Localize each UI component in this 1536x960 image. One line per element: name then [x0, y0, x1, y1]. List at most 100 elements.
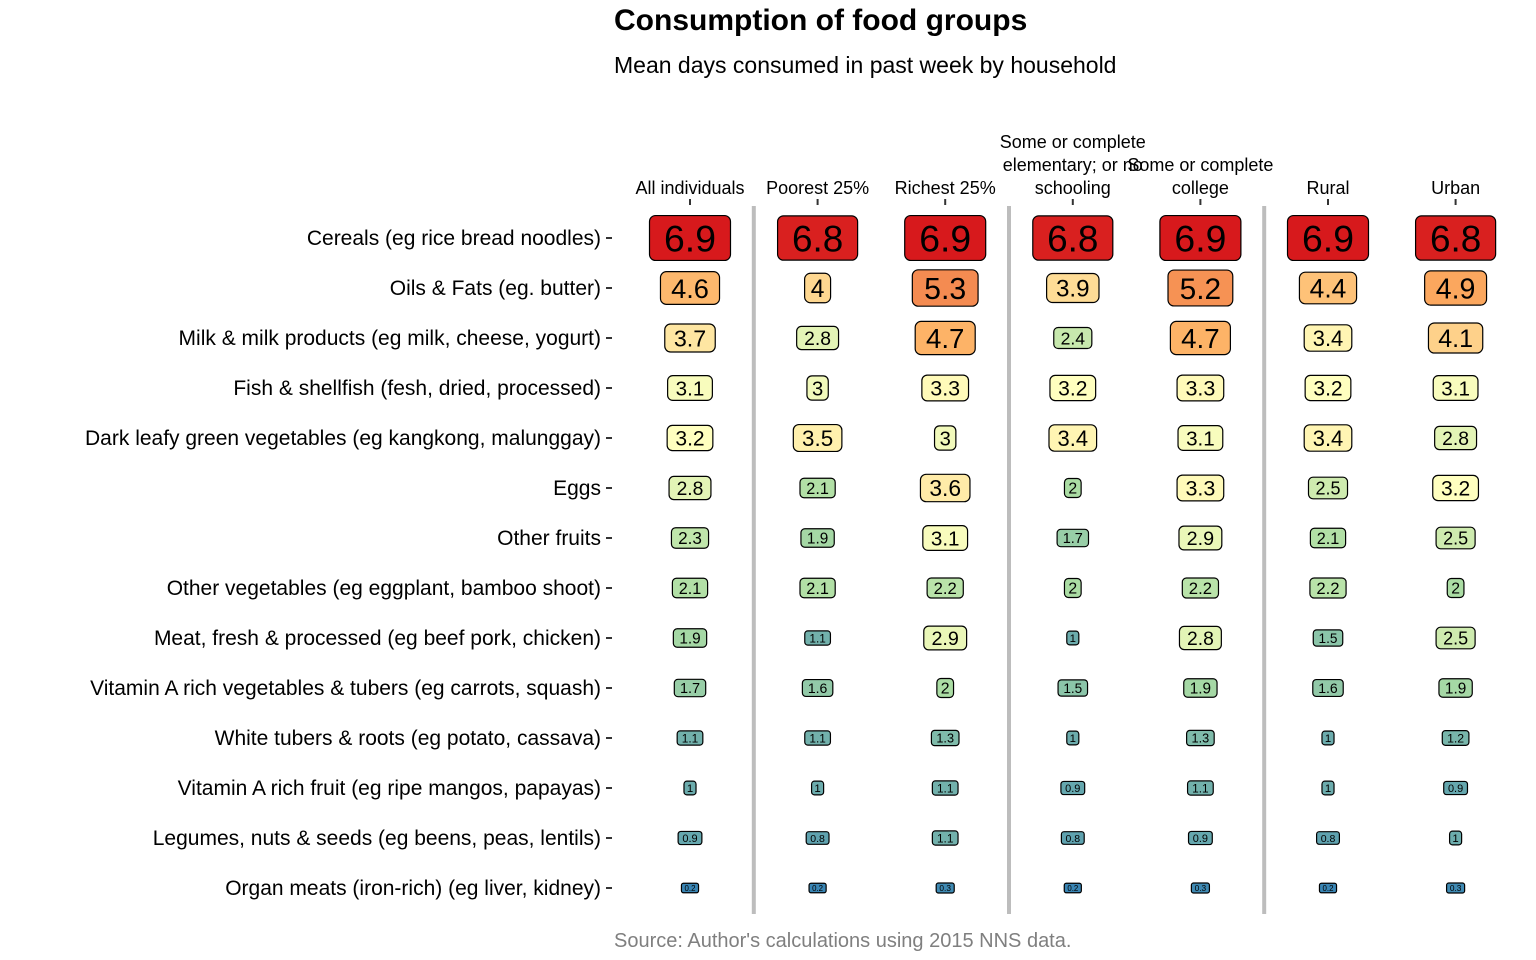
chart-title: Consumption of food groups: [614, 4, 1028, 37]
heatmap-cell: 1.6: [1312, 678, 1344, 698]
cell-value-label: 0.8: [1065, 833, 1080, 845]
cell-box: [1286, 214, 1370, 262]
heatmap-cell: 3.6: [919, 473, 971, 503]
x-axis: All individuals Poorest 25% Richest 25% Som…: [635, 132, 1480, 205]
cell-value-label: 2.1: [806, 480, 829, 498]
cell-value-label: 5.3: [924, 273, 966, 306]
heatmap-cell: 4.7: [914, 320, 976, 356]
heatmap-cell: 0.8: [1315, 831, 1341, 845]
cell-value-label: 1.6: [1318, 680, 1338, 696]
cell-value-label: 0.2: [685, 884, 696, 893]
heatmap-cells: 6.9 6.8 6.9 6.8 6.9 6.9 6.8 4.6 4 5.3 3.9 5.2 4.4 4.9…: [648, 214, 1497, 894]
heatmap-cell: 2.8: [1434, 425, 1478, 451]
cell-box: [801, 678, 834, 698]
cell-value-label: 6.8: [1047, 218, 1098, 259]
cell-box: [805, 831, 830, 845]
cell-value-label: 1.9: [679, 631, 700, 648]
cell-value-label: 1.1: [937, 831, 953, 845]
cell-box: [677, 830, 703, 846]
cell-box: [1053, 326, 1093, 350]
cell-value-label: 2: [1451, 581, 1460, 598]
cell-box: [1181, 577, 1220, 599]
heatmap-cell: 3.1: [667, 375, 713, 401]
cell-box: [1312, 678, 1344, 698]
heatmap-cell: 3.4: [1048, 424, 1098, 452]
cell-box: [1183, 678, 1218, 698]
cell-box: [792, 423, 843, 453]
cell-box: [1176, 374, 1225, 402]
heatmap-cell: 3: [933, 425, 957, 451]
cell-box: [926, 577, 964, 599]
cell-value-label: 3.2: [1313, 378, 1342, 401]
x-tick-label: elementary; or no: [1003, 155, 1143, 175]
cell-value-label: 6.9: [1302, 217, 1354, 259]
cell-value-label: 3: [812, 378, 823, 400]
cell-value-label: 1.5: [1319, 631, 1338, 646]
cell-value-label: 6.9: [664, 217, 716, 259]
cell-value-label: 0.9: [1065, 783, 1080, 795]
cell-value-label: 2.8: [1187, 629, 1214, 650]
cell-box: [1414, 215, 1497, 261]
cell-value-label: 2.2: [1189, 579, 1212, 598]
cell-value-label: 4.4: [1310, 273, 1347, 303]
cell-value-label: 0.2: [812, 884, 823, 893]
heatmap-cell: 0.2: [808, 882, 827, 894]
heatmap-cell: 3.1: [922, 525, 969, 551]
cell-box: [1448, 830, 1463, 846]
heatmap-cell: 3.3: [1176, 374, 1225, 402]
cell-box: [1427, 322, 1484, 354]
cell-value-label: 0.3: [1450, 883, 1462, 893]
heatmap-cell: 0.2: [680, 882, 700, 894]
cell-value-label: 2.9: [1187, 528, 1214, 550]
cell-box: [1066, 730, 1080, 746]
heatmap-cell: 1.1: [804, 730, 832, 746]
heatmap-cell: 1.5: [1057, 679, 1089, 697]
cell-value-label: 6.8: [792, 218, 843, 259]
cell-box: [914, 320, 976, 356]
cell-value-label: 2.2: [934, 579, 957, 598]
cell-value-label: 3.1: [1441, 377, 1470, 400]
cell-box: [1321, 780, 1335, 796]
heatmap-cell: 6.9: [648, 214, 732, 262]
cell-box: [776, 215, 859, 261]
heatmap-cell: 2.1: [799, 577, 836, 599]
cell-value-label: 3: [940, 428, 951, 450]
cell-value-label: 2.2: [1316, 579, 1339, 598]
heatmap-cell: 2: [1063, 577, 1082, 599]
cell-value-label: 2.1: [679, 580, 702, 598]
cell-box: [923, 625, 968, 651]
cell-value-label: 1.1: [809, 731, 825, 745]
heatmap-cell: 0.9: [1060, 780, 1086, 796]
heatmap-cell: 3.7: [664, 323, 716, 353]
cell-box: [1432, 375, 1479, 401]
heatmap-cell: 2.2: [1309, 577, 1347, 599]
cell-box: [1178, 525, 1223, 551]
cell-value-label: 0.2: [1323, 884, 1334, 893]
cell-value-label: 2: [1068, 581, 1077, 598]
heatmap-cell: 1.6: [801, 678, 834, 698]
cell-box: [664, 323, 716, 353]
chart-source: Source: Author's calculations using 2015…: [614, 930, 1072, 952]
cell-value-label: 4.7: [926, 323, 964, 354]
cell-box: [1438, 678, 1473, 698]
heatmap-cell: 2.9: [923, 625, 968, 651]
heatmap-cell: 3.2: [1049, 374, 1097, 402]
heatmap-cell: 0.2: [1318, 882, 1338, 894]
cell-value-label: 3.1: [676, 377, 705, 400]
cell-value-label: 1.5: [1063, 681, 1082, 696]
heatmap-cell: 1.1: [676, 730, 704, 746]
heatmap-cell: 1.7: [1056, 528, 1090, 548]
heatmap-cell: 2: [936, 677, 955, 699]
cell-value-label: 1.1: [682, 731, 698, 745]
cell-box: [1309, 577, 1347, 599]
cell-value-label: 6.9: [919, 217, 971, 259]
cell-value-label: 3.7: [674, 325, 706, 351]
x-tick-label: All individuals: [635, 178, 744, 198]
cell-box: [1186, 729, 1215, 747]
y-tick-label: Milk & milk products (eg milk, cheese, y…: [179, 327, 601, 350]
cell-value-label: 2.4: [1061, 328, 1086, 348]
cell-box: [683, 780, 697, 796]
cell-box: [922, 525, 969, 551]
cell-value-label: 1: [687, 783, 693, 795]
cell-value-label: 2.5: [1315, 478, 1340, 498]
